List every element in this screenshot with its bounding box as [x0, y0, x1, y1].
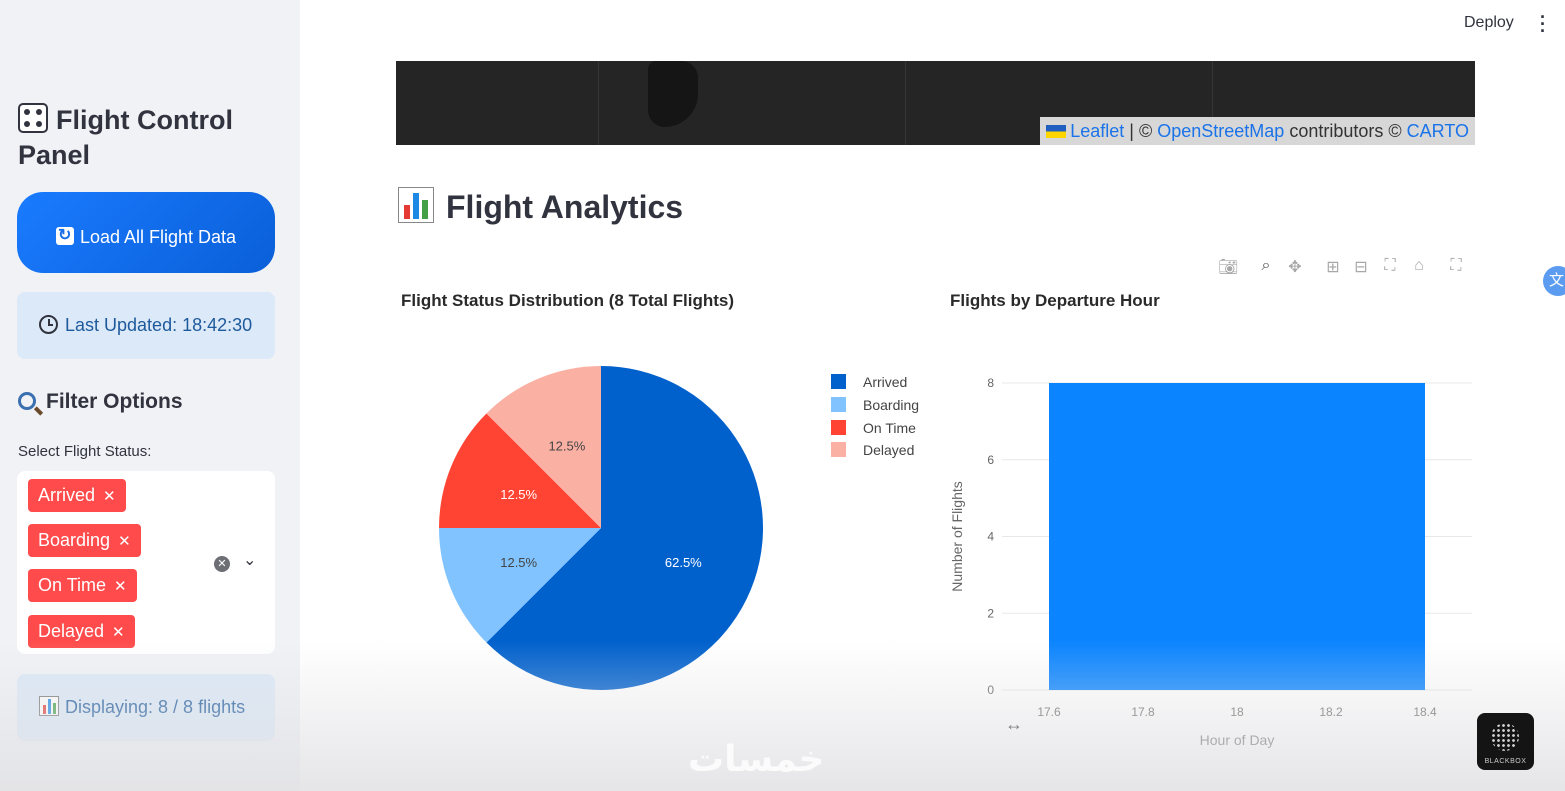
x-tick-label: 17.6	[1037, 705, 1061, 719]
chevron-down-icon[interactable]: ⌄	[243, 552, 257, 569]
pie-slice-on-time[interactable]	[439, 413, 601, 528]
bar-hour-18[interactable]	[1049, 383, 1425, 690]
translate-icon[interactable]: 文	[1543, 266, 1565, 296]
bar-chart-icon	[398, 187, 434, 223]
fullscreen-icon[interactable]: ⛶	[1450, 257, 1462, 274]
filter-options-heading: Filter Options	[18, 390, 183, 414]
remove-tag-icon[interactable]: ✕	[112, 624, 125, 641]
legend-item-arrived[interactable]: Arrived	[831, 374, 907, 390]
pie-slice-arrived[interactable]	[486, 366, 763, 690]
sidebar-title: Flight Control Panel	[18, 103, 233, 170]
remove-tag-icon[interactable]: ✕	[118, 533, 131, 550]
legend-swatch	[831, 374, 846, 389]
y-axis-label: Number of Flights	[949, 481, 965, 591]
reset-axes-icon[interactable]: ⌂	[1414, 257, 1424, 274]
x-tick-label: 18.2	[1319, 705, 1343, 719]
y-tick-label: 6	[987, 453, 994, 467]
zoom-icon[interactable]: ⌕	[1261, 257, 1271, 274]
clock-icon	[39, 315, 58, 334]
main-menu-icon[interactable]: · · ·	[1540, 7, 1546, 41]
autoscale-icon[interactable]: ⛶	[1384, 257, 1396, 274]
tag-arrived[interactable]: Arrived ✕	[28, 479, 126, 512]
carto-link[interactable]: CARTO	[1406, 121, 1469, 141]
zoom-out-icon[interactable]: ⊟	[1354, 259, 1368, 276]
magnifier-icon	[18, 392, 36, 410]
tag-boarding[interactable]: Boarding ✕	[28, 524, 141, 557]
y-tick-label: 4	[987, 530, 994, 544]
openstreetmap-link[interactable]: OpenStreetMap	[1157, 121, 1285, 141]
map-attribution: Leaflet | © OpenStreetMap contributors ©…	[1040, 117, 1475, 145]
deploy-button[interactable]: Deploy	[1464, 14, 1514, 31]
departure-hour-bar-chart[interactable]: 0 2 4 6 8 17.6 17.8 18 18.2 18.4 Hour of Day Number…	[940, 365, 1485, 760]
refresh-icon	[55, 220, 74, 251]
legend-swatch	[831, 420, 846, 435]
y-tick-label: 8	[987, 376, 994, 390]
pie-percent-label: 12.5%	[500, 487, 537, 502]
select-flight-status-label: Select Flight Status:	[18, 443, 152, 460]
load-all-flight-data-button[interactable]: Load All Flight Data	[17, 192, 275, 273]
y-tick-label: 0	[987, 683, 994, 697]
watermark-logo: خمسات	[688, 738, 825, 779]
pie-slice-boarding[interactable]	[439, 528, 601, 643]
tag-delayed[interactable]: Delayed ✕	[28, 615, 135, 648]
y-tick-label: 2	[987, 606, 994, 620]
pan-icon[interactable]: ✥	[1288, 259, 1302, 276]
legend-item-on-time[interactable]: On Time	[831, 420, 916, 436]
tag-on-time[interactable]: On Time ✕	[28, 569, 137, 602]
x-tick-label: 18	[1230, 705, 1244, 719]
remove-tag-icon[interactable]: ✕	[103, 488, 116, 505]
x-tick-label: 17.8	[1131, 705, 1155, 719]
clear-all-icon[interactable]: ✕	[214, 556, 230, 572]
flight-status-multiselect[interactable]: Arrived ✕ Boarding ✕ On Time ✕ Delayed ✕ ✕ ⌄	[17, 471, 275, 654]
map-landmass	[648, 61, 698, 127]
pie-percent-label: 12.5%	[500, 555, 537, 570]
last-updated-info: Last Updated: 18:42:30	[17, 292, 275, 359]
x-axis-label: Hour of Day	[1200, 732, 1275, 748]
x-tick-label: 18.4	[1413, 705, 1437, 719]
ukraine-flag-icon	[1046, 125, 1067, 138]
legend-item-boarding[interactable]: Boarding	[831, 397, 919, 413]
legend-swatch	[831, 397, 846, 412]
sidebar: Flight Control Panel Load All Flight Dat…	[0, 0, 300, 791]
status-pie-chart[interactable]: 62.5% 12.5% 12.5% 12.5%	[430, 360, 775, 700]
pie-chart-title: Flight Status Distribution (8 Total Flig…	[401, 291, 735, 310]
displaying-count-info: Displaying: 8 / 8 flights	[17, 674, 275, 741]
pie-percent-label: 12.5%	[548, 439, 585, 454]
pie-slice-delayed[interactable]	[486, 366, 601, 528]
pie-percent-label: 62.5%	[665, 555, 702, 570]
remove-tag-icon[interactable]: ✕	[114, 578, 127, 595]
dice-icon	[18, 103, 48, 133]
leaflet-link[interactable]: Leaflet	[1070, 121, 1125, 141]
camera-icon[interactable]: 📷︎	[1218, 259, 1239, 276]
legend-item-delayed[interactable]: Delayed	[831, 442, 914, 458]
zoom-in-icon[interactable]: ⊞	[1326, 259, 1340, 276]
flight-analytics-heading: Flight Analytics	[398, 187, 683, 226]
resize-handle-icon[interactable]: ↔	[1005, 714, 1023, 734]
bar-chart-title: Flights by Departure Hour	[950, 291, 1160, 310]
blackbox-logo[interactable]: BLACKBOX	[1477, 713, 1534, 770]
flight-map[interactable]: Leaflet | © OpenStreetMap contributors ©…	[396, 61, 1475, 145]
bar-chart-icon	[39, 696, 59, 716]
legend-swatch	[831, 442, 846, 457]
